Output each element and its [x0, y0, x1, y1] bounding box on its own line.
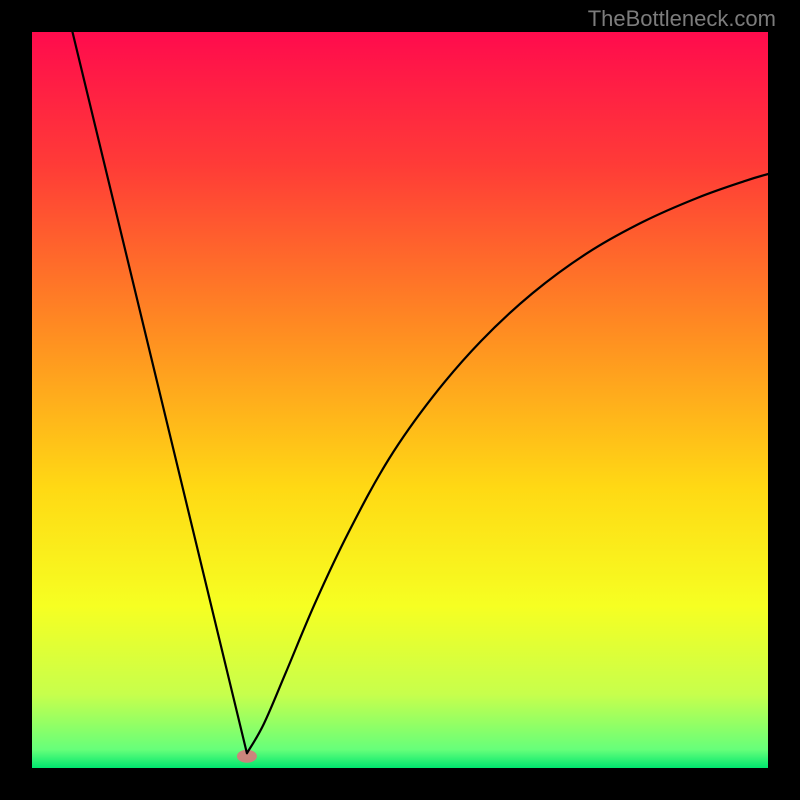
outer-frame: TheBottleneck.com: [0, 0, 800, 800]
chart-svg: [32, 32, 768, 768]
chart-plot-area: [32, 32, 768, 768]
watermark-text: TheBottleneck.com: [588, 6, 776, 32]
gradient-background: [32, 32, 768, 768]
